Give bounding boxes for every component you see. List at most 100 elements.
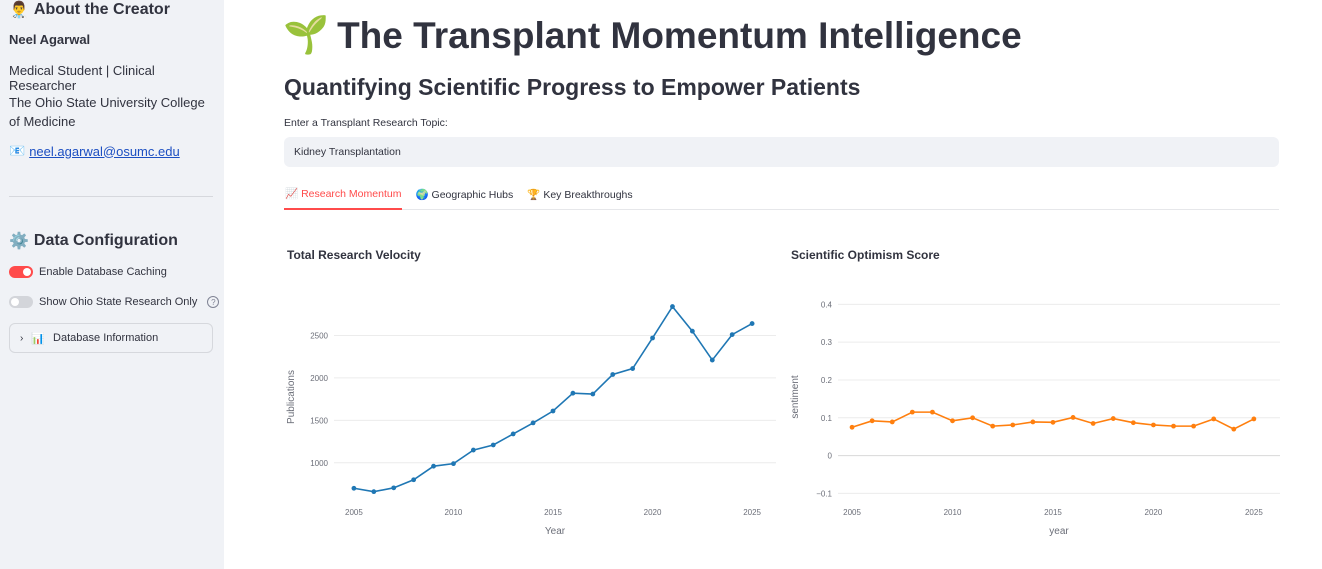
velocity-data-point[interactable] (411, 477, 417, 483)
caching-toggle[interactable] (9, 266, 33, 278)
optimism-data-point[interactable] (930, 409, 935, 415)
tab-geographic-hubs[interactable]: 🌍 Geographic Hubs (414, 179, 514, 210)
y-tick-label: 1000 (310, 459, 328, 468)
velocity-data-point[interactable] (610, 372, 616, 377)
velocity-data-point[interactable] (630, 366, 636, 371)
optimism-data-point[interactable] (970, 415, 976, 421)
velocity-data-point[interactable] (550, 408, 556, 414)
creator-role: Medical Student | Clinical Researcher (9, 63, 155, 93)
optimism-data-point[interactable] (1251, 416, 1257, 422)
globe-icon: 🌍 (415, 189, 429, 201)
velocity-data-point[interactable] (689, 328, 695, 334)
optimism-data-point[interactable] (1050, 419, 1056, 425)
creator-institution: The Ohio State University College of Med… (9, 95, 205, 129)
optimism-data-point[interactable] (1231, 426, 1237, 432)
velocity-data-point[interactable] (650, 335, 655, 341)
optimism-data-point[interactable] (1171, 423, 1176, 429)
expander-label: Database Information (53, 332, 159, 344)
topic-input[interactable] (284, 137, 1279, 167)
toggle-knob (11, 298, 19, 306)
velocity-data-point[interactable] (570, 390, 576, 396)
data-config-heading: ⚙️ Data Configuration (9, 231, 178, 251)
optimism-data-point[interactable] (1211, 416, 1217, 422)
optimism-data-point[interactable] (849, 424, 855, 430)
page-title-text: The Transplant Momentum Intelligence (337, 14, 1022, 56)
y-tick-label: 2500 (310, 331, 328, 340)
y-tick-label: 0.3 (821, 338, 833, 347)
optimism-data-point[interactable] (889, 419, 895, 425)
velocity-data-point[interactable] (709, 357, 715, 363)
seedling-icon: 🌱 (283, 14, 330, 55)
velocity-data-point[interactable] (510, 431, 516, 437)
y-tick-label: 0 (828, 452, 833, 461)
x-tick-label: 2010 (445, 508, 463, 517)
tab-research-momentum[interactable]: 📈 Research Momentum (284, 179, 403, 210)
optimism-data-point[interactable] (869, 418, 875, 424)
x-tick-label: 2020 (1145, 508, 1163, 517)
chart-up-icon: 📈 (285, 188, 299, 200)
y-axis-title: Publications (286, 370, 297, 424)
tab-label: Geographic Hubs (431, 188, 514, 201)
velocity-data-point[interactable] (530, 420, 536, 426)
bar-chart-icon: 📊 (31, 332, 46, 345)
about-creator-title: About the Creator (33, 1, 170, 18)
velocity-data-point[interactable] (391, 485, 397, 491)
optimism-data-point[interactable] (1030, 419, 1036, 425)
velocity-data-point[interactable] (351, 485, 357, 491)
velocity-data-point[interactable] (451, 461, 456, 467)
x-tick-label: 2025 (743, 508, 761, 517)
velocity-data-point[interactable] (729, 332, 735, 337)
caching-toggle-row[interactable]: Enable Database Caching (9, 266, 167, 278)
toggle-knob (23, 268, 31, 276)
email-link[interactable]: neel.agarwal@osumc.edu (29, 143, 180, 159)
x-tick-label: 2010 (944, 508, 962, 517)
y-tick-label: 1500 (310, 416, 328, 425)
optimism-data-point[interactable] (1010, 422, 1016, 428)
gear-icon: ⚙️ (9, 233, 29, 250)
velocity-data-point[interactable] (371, 489, 377, 495)
velocity-chart-title: Total Research Velocity (287, 248, 421, 262)
tab-label: Key Breakthroughs (543, 188, 633, 201)
osu-toggle-row[interactable]: Show Ohio State Research Only ? (9, 296, 220, 308)
tab-key-breakthroughs[interactable]: 🏆 Key Breakthroughs (526, 179, 633, 210)
email-icon: 📧 (9, 143, 26, 158)
help-icon[interactable]: ? (207, 296, 220, 308)
x-tick-label: 2005 (843, 508, 861, 517)
optimism-data-point[interactable] (950, 418, 955, 424)
database-info-expander[interactable]: › 📊 Database Information (9, 323, 213, 353)
optimism-data-point[interactable] (1070, 415, 1076, 420)
velocity-chart: 1000 1500 2000 2500 2005 2010 2015 2020 2025 Year… (286, 304, 776, 537)
optimism-data-point[interactable] (990, 423, 996, 429)
optimism-chart-title: Scientific Optimism Score (791, 248, 940, 262)
optimism-data-point[interactable] (1191, 423, 1197, 429)
chevron-right-icon: › (20, 332, 24, 344)
osu-toggle-label: Show Ohio State Research Only (39, 296, 198, 308)
creator-email-row: 📧 neel.agarwal@osumc.edu (9, 143, 180, 159)
page-subtitle: Quantifying Scientific Progress to Empow… (284, 74, 861, 100)
doctor-icon: 👨‍⚕️ (9, 2, 29, 19)
velocity-data-point[interactable] (431, 463, 436, 469)
velocity-series-line (353, 305, 753, 493)
velocity-data-point[interactable] (590, 391, 596, 397)
x-tick-label: 2020 (644, 508, 662, 517)
x-tick-label: 2025 (1245, 508, 1263, 517)
x-tick-label: 2005 (345, 508, 363, 517)
optimism-data-point[interactable] (909, 409, 915, 415)
optimism-data-point[interactable] (1151, 422, 1156, 428)
y-axis-title: sentiment (790, 375, 801, 419)
osu-only-toggle[interactable] (9, 296, 33, 308)
creator-name: Neel Agarwal (9, 32, 91, 47)
y-tick-label: −0.1 (816, 489, 832, 498)
y-tick-label: 2000 (310, 374, 328, 383)
tab-bar: 📈 Research Momentum 🌍 Geographic Hubs 🏆 … (284, 179, 1279, 210)
velocity-data-point[interactable] (490, 442, 496, 448)
velocity-data-point[interactable] (670, 304, 675, 309)
optimism-data-point[interactable] (1130, 420, 1136, 426)
optimism-data-point[interactable] (1110, 416, 1116, 421)
caching-toggle-label: Enable Database Caching (39, 266, 167, 278)
x-tick-label: 2015 (544, 508, 562, 517)
x-axis-title: Year (545, 526, 566, 537)
optimism-data-point[interactable] (1090, 421, 1096, 426)
velocity-data-point[interactable] (749, 321, 755, 326)
velocity-data-point[interactable] (470, 447, 476, 453)
